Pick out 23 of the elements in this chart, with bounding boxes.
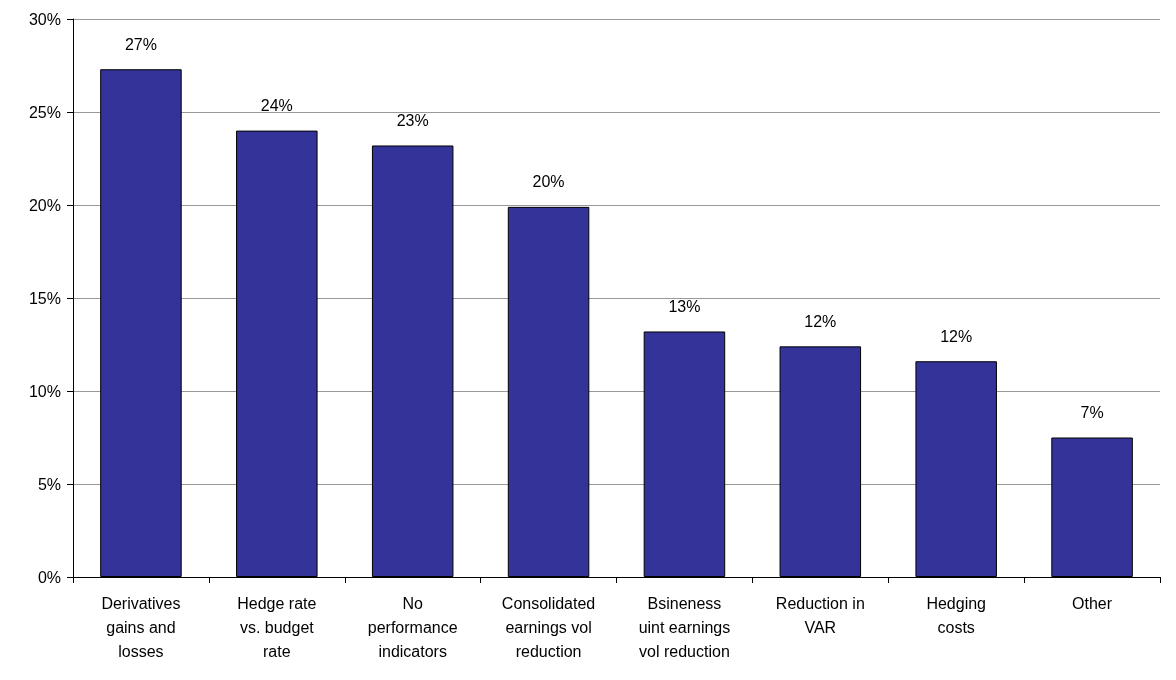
data-label: 7%: [1080, 404, 1104, 421]
x-tick-label: Reduction in VAR: [775, 594, 865, 636]
data-label: 12%: [940, 327, 973, 345]
y-tick-label: 10%: [28, 382, 61, 400]
x-tick-label: Derivatives gains and losses: [101, 594, 181, 660]
x-tick-label: No performance indicators: [367, 594, 458, 660]
data-label: 27%: [124, 35, 157, 53]
x-tick-label: Hedge rate vs. budget rate: [237, 594, 317, 660]
x-tick-label: Consolidated earnings vol reduction: [501, 594, 596, 660]
x-tick-label: Hedging costs: [926, 594, 986, 636]
x-tick-label: Bsineness uint earnings vol reduction: [638, 594, 731, 660]
data-label: 23%: [396, 111, 429, 129]
data-label: 20%: [532, 173, 565, 191]
y-tick-label: 5%: [37, 475, 61, 493]
data-label: 24%: [260, 97, 293, 115]
y-tick-label: 15%: [28, 289, 61, 307]
y-tick-label: 0%: [37, 568, 61, 586]
data-label: 12%: [804, 312, 837, 330]
x-tick-label: Other: [1072, 594, 1113, 612]
y-tick-label: 20%: [28, 196, 61, 214]
y-tick-label: 30%: [28, 10, 61, 28]
data-label: 13%: [668, 297, 701, 315]
y-tick-label: 25%: [28, 103, 61, 121]
